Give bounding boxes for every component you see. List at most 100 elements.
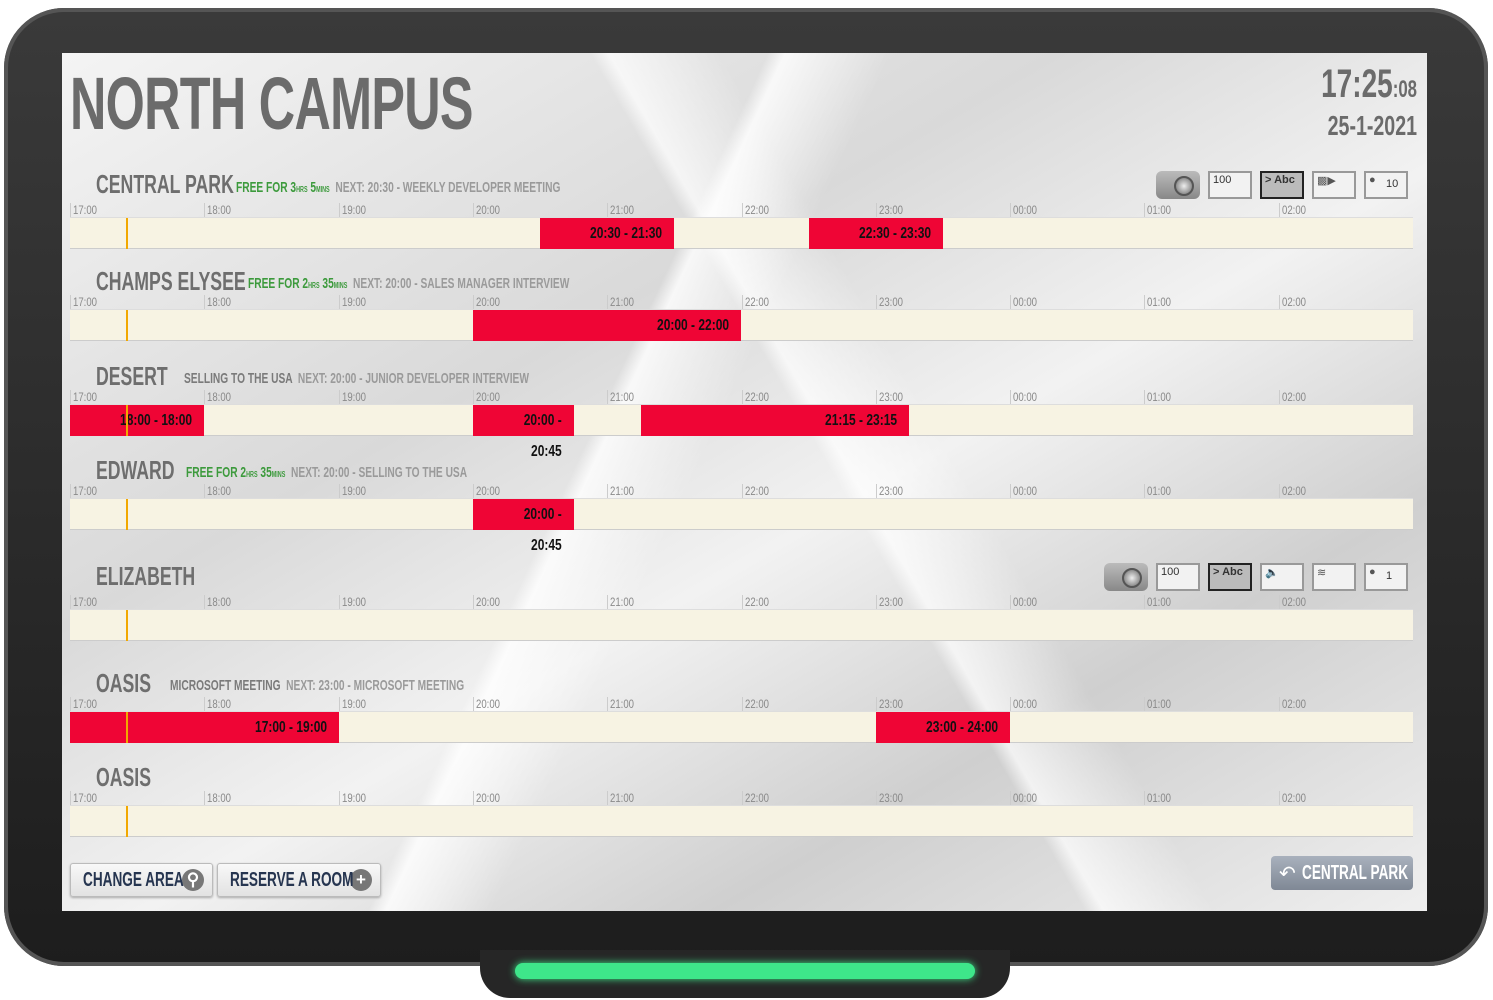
status-part: FREE FOR 2 [186, 464, 247, 481]
booking-block[interactable]: 23:00 - 24:00 [875, 712, 1011, 743]
room-name: ELIZABETH [96, 561, 196, 591]
time-axis: 17:00 18:00 19:00 20:00 21:00 22:00 23:00 00:00… [70, 484, 1413, 498]
hour-tick: 22:00 [741, 390, 775, 404]
hour-tick: 20:00 [472, 295, 506, 309]
clock-hm: 17:25 [1321, 62, 1393, 106]
hour-tick: 18:00 [204, 295, 237, 309]
time-axis: 17:00 18:00 19:00 20:00 21:00 22:00 23:00 00:00… [70, 697, 1413, 711]
hour-tick: 19:00 [338, 791, 372, 805]
hour-tick: 22:00 [741, 697, 775, 711]
time-axis: 17:00 18:00 19:00 20:00 21:00 22:00 23:00 00:00… [70, 295, 1413, 309]
hour-tick: 20:00 [472, 697, 506, 711]
hour-tick: 21:00 [607, 203, 640, 217]
room-row[interactable]: CHAMPS ELYSEE FREE FOR 2HRS 35MINS NEXT: … [70, 268, 1413, 372]
status-part: HRS [296, 185, 308, 194]
hour-tick: 23:00 [875, 295, 909, 309]
next-meeting: NEXT: 20:00 - SELLING TO THE USA [291, 464, 468, 481]
current-time-marker [125, 405, 128, 436]
hour-tick: 21:00 [607, 484, 640, 498]
hour-tick: 01:00 [1144, 595, 1177, 609]
hour-tick: 00:00 [1010, 791, 1043, 805]
schedule-track[interactable] [70, 805, 1413, 837]
change-area-label: CHANGE AREA [83, 868, 184, 891]
video-camera-icon: ▩▶ [1312, 171, 1356, 199]
current-time-marker [125, 499, 128, 530]
booking-block[interactable]: 20:00 - 22:00 [472, 310, 742, 341]
booking-block[interactable]: 17:00 - 19:00 [70, 712, 339, 743]
amenities: 100 > Abc ▩▶ ● 10 [1156, 171, 1408, 199]
room-row[interactable]: DESERT SELLING TO THE USA NEXT: 20:00 - J… [70, 363, 1413, 467]
clock-date: 25-1-2021 [1327, 110, 1417, 141]
status-part: HRS [308, 281, 320, 290]
status-part: MINS [271, 470, 286, 479]
hour-tick: 19:00 [338, 390, 372, 404]
hour-tick: 19:00 [338, 295, 372, 309]
hour-tick: 02:00 [1278, 390, 1312, 404]
back-to-central-park-button[interactable]: ↶ CENTRAL PARK [1271, 856, 1413, 890]
hour-tick: 01:00 [1144, 697, 1177, 711]
schedule-track[interactable] [70, 609, 1413, 641]
status-part: FREE FOR 2 [248, 275, 309, 292]
screen: NORTH CAMPUS 17:25:08 25-1-2021 CENTRAL … [62, 53, 1427, 911]
hour-tick: 18:00 [204, 390, 237, 404]
room-row[interactable]: OASIS 17:00 18:00 19:00 20:00 21:00 22:00 23:00… [70, 764, 1413, 868]
status-part: MICROSOFT MEETING [170, 677, 281, 694]
room-row[interactable]: OASIS MICROSOFT MEETING NEXT: 23:00 - MIC… [70, 670, 1413, 774]
booking-block[interactable]: 20:30 - 21:30 [540, 218, 675, 249]
search-icon: ⚲ [182, 869, 204, 891]
hour-tick: 20:00 [472, 791, 506, 805]
speaker-icon: 🔈 [1260, 563, 1304, 591]
next-meeting: NEXT: 20:00 - JUNIOR DEVELOPER INTERVIEW [297, 370, 529, 387]
wifi-icon: ≋ [1312, 563, 1356, 591]
booking-block[interactable]: 20:00 - 20:45 [472, 499, 574, 554]
change-area-button[interactable]: CHANGE AREA ⚲ [70, 863, 213, 897]
hour-tick: 19:00 [338, 697, 372, 711]
page-title-text: NORTH CAMPUS [70, 62, 473, 145]
booking-block[interactable]: 21:15 - 23:15 [640, 405, 910, 436]
schedule-track[interactable]: 18:00 - 18:00 20:00 - 20:45 21:15 - 23:15 [70, 404, 1413, 460]
next-meeting: NEXT: 23:00 - MICROSOFT MEETING [286, 677, 465, 694]
next-meeting: NEXT: 20:30 - WEEKLY DEVELOPER MEETING [335, 179, 561, 196]
whiteboard-icon: 100 [1156, 563, 1200, 591]
reserve-room-label: RESERVE A ROOM [230, 868, 354, 891]
booking-block[interactable]: 22:30 - 23:30 [808, 218, 943, 249]
schedule-track[interactable]: 20:30 - 21:30 22:30 - 23:30 [70, 217, 1413, 249]
next-meeting: NEXT: 20:00 - SALES MANAGER INTERVIEW [353, 275, 570, 292]
room-name: DESERT [96, 361, 168, 391]
reserve-room-button[interactable]: RESERVE A ROOM + [217, 863, 381, 897]
room-status: FREE FOR 2HRS 35MINS NEXT: 20:00 - SELLI… [186, 465, 599, 483]
room-name: EDWARD [96, 455, 175, 485]
room-row[interactable]: EDWARD FREE FOR 2HRS 35MINS NEXT: 20:00 -… [70, 457, 1413, 561]
hour-tick: 02:00 [1278, 595, 1312, 609]
page-title: NORTH CAMPUS [70, 61, 662, 146]
schedule-track[interactable]: 20:00 - 20:45 [70, 498, 1413, 554]
booking-block[interactable]: 18:00 - 18:00 [70, 405, 205, 436]
status-part: MINS [333, 281, 348, 290]
hour-tick: 17:00 [70, 697, 103, 711]
status-part: 35 [319, 275, 334, 292]
capacity-icon: ● 10 [1364, 171, 1408, 199]
hour-tick: 22:00 [741, 203, 775, 217]
time-axis: 17:00 18:00 19:00 20:00 21:00 22:00 23:00 00:00… [70, 203, 1413, 217]
clock-seconds: :08 [1392, 76, 1417, 103]
hour-tick: 19:00 [338, 595, 372, 609]
hour-tick: 20:00 [472, 484, 506, 498]
hour-tick: 00:00 [1010, 390, 1043, 404]
status-led [515, 963, 975, 979]
room-status: FREE FOR 2HRS 35MINS NEXT: 20:00 - SALES… [248, 276, 721, 294]
schedule-track[interactable]: 17:00 - 19:00 23:00 - 24:00 [70, 711, 1413, 743]
hour-tick: 21:00 [607, 697, 640, 711]
hour-tick: 02:00 [1278, 295, 1312, 309]
room-name: CHAMPS ELYSEE [96, 266, 246, 296]
clock: 17:25:08 25-1-2021 [1280, 63, 1417, 141]
hour-tick: 19:00 [338, 203, 372, 217]
room-row[interactable]: ELIZABETH 100 > Abc 🔈 ≋ ● 1 17:00 18:00 19:00 20:0… [70, 563, 1413, 663]
booking-block[interactable]: 20:00 - 20:45 [472, 405, 574, 460]
room-status: SELLING TO THE USA NEXT: 20:00 - JUNIOR … [184, 371, 691, 387]
hour-tick: 17:00 [70, 390, 103, 404]
room-status: FREE FOR 3HRS 5MINS NEXT: 20:30 - WEEKLY… [236, 180, 713, 198]
hour-tick: 01:00 [1144, 203, 1177, 217]
schedule-track[interactable]: 20:00 - 22:00 [70, 309, 1413, 341]
hour-tick: 02:00 [1278, 484, 1312, 498]
room-row[interactable]: CENTRAL PARK FREE FOR 3HRS 5MINS NEXT: 20… [70, 171, 1413, 271]
